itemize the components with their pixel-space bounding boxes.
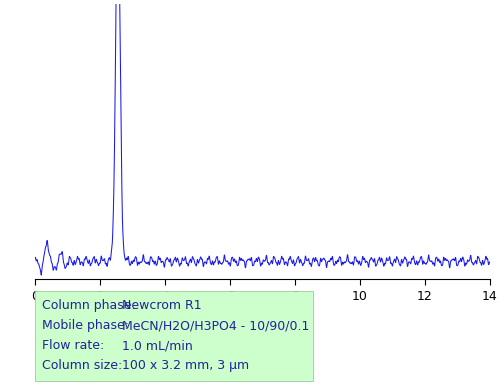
Text: Column phase:: Column phase: [42,299,135,312]
Text: Flow rate:: Flow rate: [42,339,104,352]
Text: Column size:: Column size: [42,359,122,372]
Text: Mobile phase:: Mobile phase: [42,319,128,332]
Text: Newcrom R1: Newcrom R1 [122,299,202,312]
Text: MeCN/H2O/H3PO4 - 10/90/0.1: MeCN/H2O/H3PO4 - 10/90/0.1 [122,319,310,332]
Text: 100 x 3.2 mm, 3 μm: 100 x 3.2 mm, 3 μm [122,359,250,372]
Text: 1.0 mL/min: 1.0 mL/min [122,339,193,352]
